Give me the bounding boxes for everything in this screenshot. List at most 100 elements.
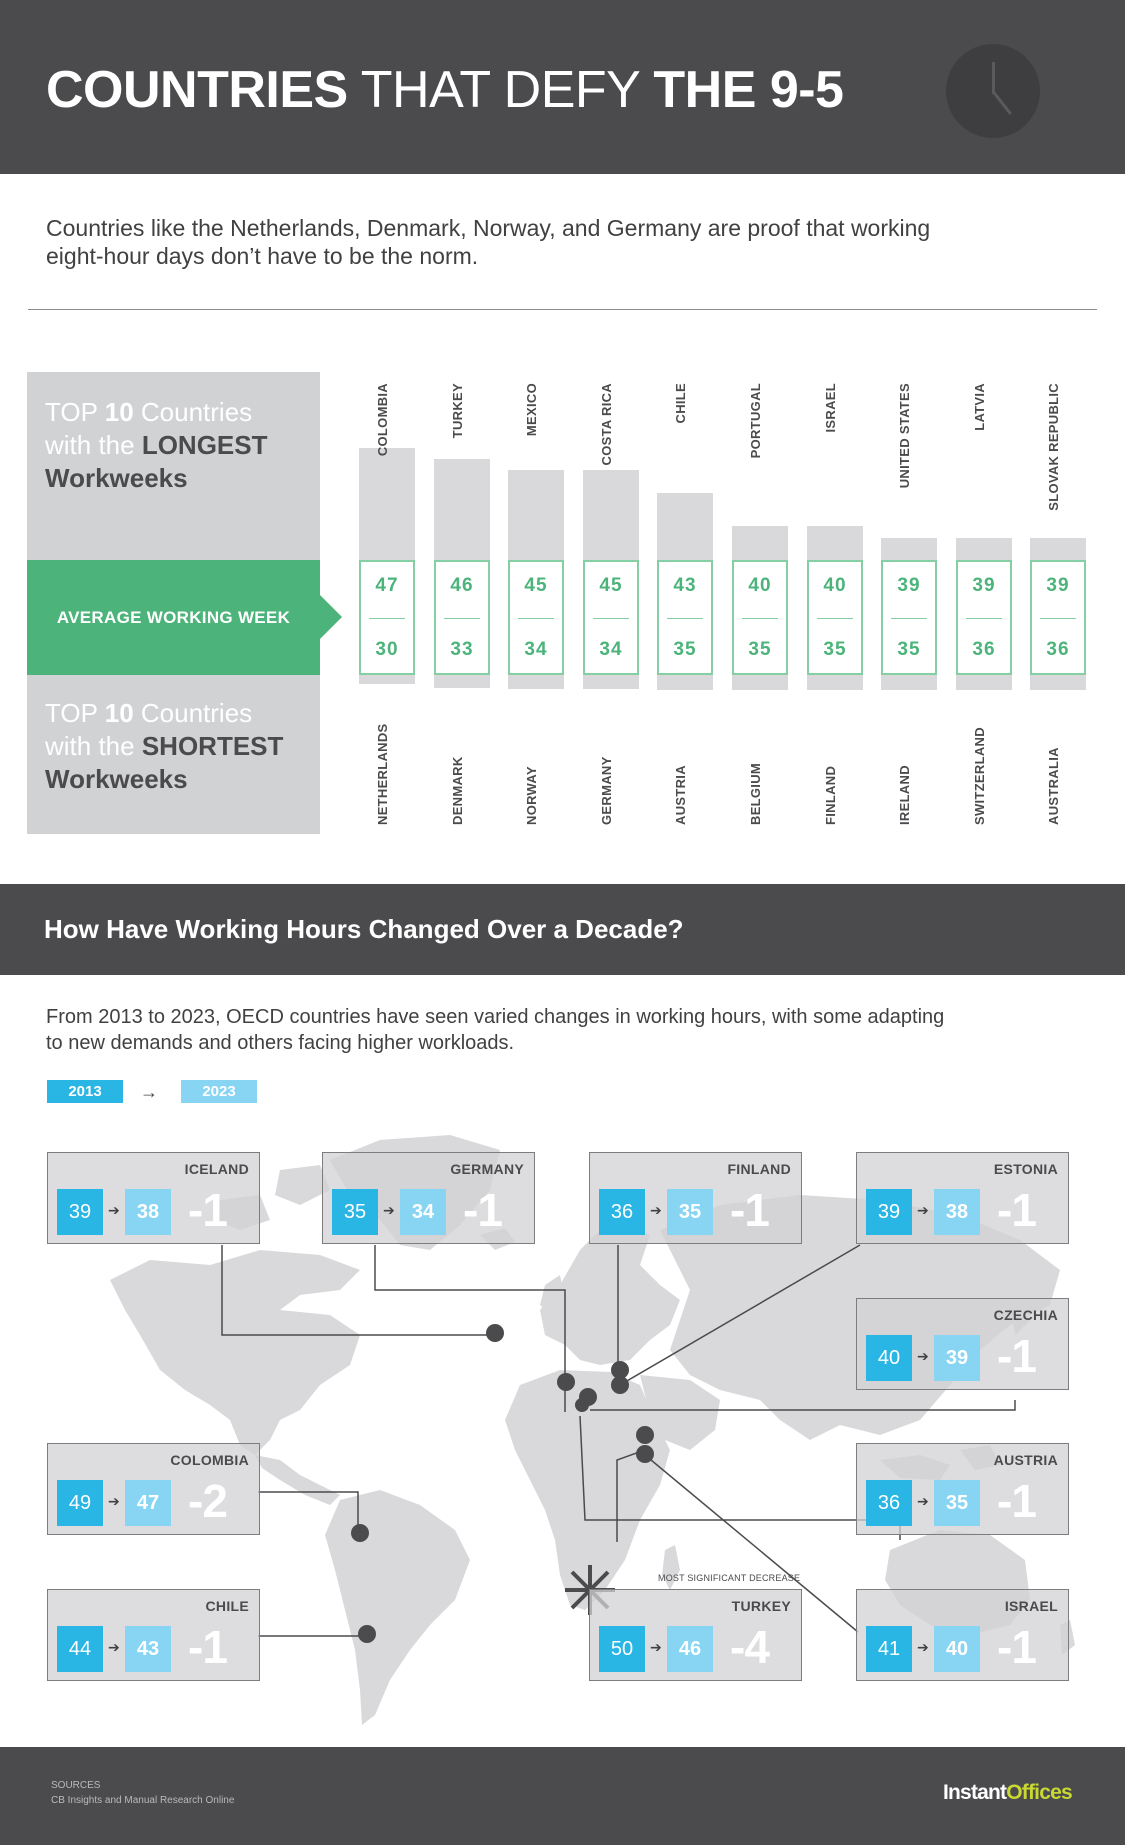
change-card-chile: CHILE 44 ➔ 43 -1 <box>47 1589 260 1681</box>
country-label-longest: PORTUGAL <box>748 383 763 459</box>
header-banner: COUNTRIES THAT DEFY THE 9-5 <box>0 0 1125 174</box>
value-longest: 45 <box>599 575 623 596</box>
card-2013-value: 36 <box>866 1480 912 1526</box>
value-box: 40 35 <box>807 560 863 675</box>
card-2023-value: 46 <box>667 1626 713 1672</box>
country-label-shortest: SWITZERLAND <box>972 727 987 825</box>
country-label-shortest: BELGIUM <box>748 762 763 825</box>
bar-shortest <box>434 675 490 688</box>
country-label-shortest: NETHERLANDS <box>375 723 390 825</box>
card-2013-value: 49 <box>57 1480 103 1526</box>
value-shortest: 35 <box>897 639 921 660</box>
change-card-austria: AUSTRIA 36 ➔ 35 -1 <box>856 1443 1069 1535</box>
value-longest: 39 <box>1046 575 1070 596</box>
card-change-value: -1 <box>730 1184 770 1236</box>
arrow-right-icon: ➔ <box>917 1493 929 1509</box>
country-label-longest: UNITED STATES <box>897 383 912 489</box>
value-box: 40 35 <box>732 560 788 675</box>
card-country: ESTONIA <box>993 1161 1058 1177</box>
card-2023-value: 38 <box>125 1189 171 1235</box>
intro-text: Countries like the Netherlands, Denmark,… <box>46 215 931 269</box>
clock-icon <box>946 44 1040 138</box>
sources-title: SOURCES <box>51 1780 101 1791</box>
country-label-shortest: GERMANY <box>599 756 614 825</box>
card-country: FINLAND <box>727 1161 791 1177</box>
country-label-shortest: FINLAND <box>823 765 838 825</box>
value-shortest: 30 <box>375 639 399 660</box>
card-2013-value: 50 <box>599 1626 645 1672</box>
country-label-shortest: NORWAY <box>524 766 539 825</box>
bar-longest <box>583 470 639 560</box>
arrow-right-icon: ➔ <box>917 1202 929 1218</box>
card-country: ICELAND <box>184 1161 249 1177</box>
card-country: COLOMBIA <box>170 1452 249 1468</box>
most-significant-label: MOST SIGNIFICANT DECREASE <box>658 1573 801 1583</box>
card-2013-value: 39 <box>57 1189 103 1235</box>
average-label: AVERAGE WORKING WEEK <box>56 608 291 627</box>
value-shortest: 36 <box>972 639 996 660</box>
bar-shortest <box>508 675 564 689</box>
arrow-right-icon: ➔ <box>917 1348 929 1364</box>
legend-2023: 2023 <box>181 1080 257 1103</box>
sources-text: CB Insights and Manual Research Online <box>51 1795 235 1806</box>
legend-arrow-icon: → <box>140 1082 158 1102</box>
bar-shortest <box>657 675 713 691</box>
longest-panel: TOP 10 Countries with the LONGEST Workwe… <box>27 372 320 560</box>
card-2023-value: 40 <box>934 1626 980 1672</box>
bar-longest <box>956 537 1012 560</box>
value-shortest: 34 <box>599 639 623 660</box>
change-card-germany: GERMANY 35 ➔ 34 -1 <box>322 1152 535 1244</box>
card-change-value: -4 <box>730 1621 770 1673</box>
shortest-panel: TOP 10 Countries with the SHORTEST Workw… <box>27 675 320 834</box>
section2-intro: From 2013 to 2023, OECD countries have s… <box>46 1006 945 1054</box>
value-shortest: 35 <box>748 639 772 660</box>
card-2023-value: 39 <box>934 1335 980 1381</box>
change-card-turkey: TURKEY 50 ➔ 46 -4 <box>589 1589 802 1681</box>
card-2013-value: 40 <box>866 1335 912 1381</box>
card-2013-value: 36 <box>599 1189 645 1235</box>
country-label-longest: LATVIA <box>972 383 987 431</box>
value-longest: 40 <box>823 575 847 596</box>
card-change-value: -1 <box>997 1621 1037 1673</box>
card-change-value: -1 <box>188 1621 228 1673</box>
bar-shortest <box>1030 675 1086 691</box>
card-country: GERMANY <box>450 1161 524 1177</box>
arrow-right-icon: ➔ <box>650 1202 662 1218</box>
value-box: 45 34 <box>583 560 639 675</box>
bar-longest <box>508 470 564 560</box>
country-label-shortest: DENMARK <box>450 756 465 825</box>
bar-longest <box>657 492 713 560</box>
card-country: ISRAEL <box>1004 1598 1058 1614</box>
card-country: TURKEY <box>731 1598 791 1614</box>
bar-longest <box>807 526 863 560</box>
value-box: 47 30 <box>359 560 415 675</box>
bar-longest <box>881 537 937 560</box>
country-label-longest: MEXICO <box>524 383 539 437</box>
country-label-longest: CHILE <box>673 383 688 424</box>
bar-shortest <box>956 675 1012 691</box>
arrow-right-icon: ➔ <box>108 1202 120 1218</box>
card-2013-value: 35 <box>332 1189 378 1235</box>
section-divider <box>28 309 1097 310</box>
bar-longest <box>732 526 788 560</box>
change-card-czechia: CZECHIA 40 ➔ 39 -1 <box>856 1298 1069 1390</box>
value-longest: 47 <box>375 575 399 596</box>
country-label-shortest: IRELAND <box>897 765 912 825</box>
bar-shortest <box>359 675 415 684</box>
value-shortest: 35 <box>823 639 847 660</box>
country-label-longest: TURKEY <box>450 383 465 439</box>
value-longest: 43 <box>673 575 697 596</box>
country-label-shortest: AUSTRALIA <box>1046 747 1061 825</box>
bar-shortest <box>807 675 863 691</box>
card-2013-value: 41 <box>866 1626 912 1672</box>
card-2023-value: 35 <box>667 1189 713 1235</box>
card-change-value: -1 <box>997 1330 1037 1382</box>
card-2023-value: 47 <box>125 1480 171 1526</box>
arrow-right-icon: ➔ <box>917 1639 929 1655</box>
value-box: 45 34 <box>508 560 564 675</box>
value-shortest: 36 <box>1046 639 1070 660</box>
bar-longest <box>1030 537 1086 560</box>
bar-shortest <box>732 675 788 691</box>
card-2023-value: 38 <box>934 1189 980 1235</box>
legend-2013: 2013 <box>47 1080 123 1103</box>
